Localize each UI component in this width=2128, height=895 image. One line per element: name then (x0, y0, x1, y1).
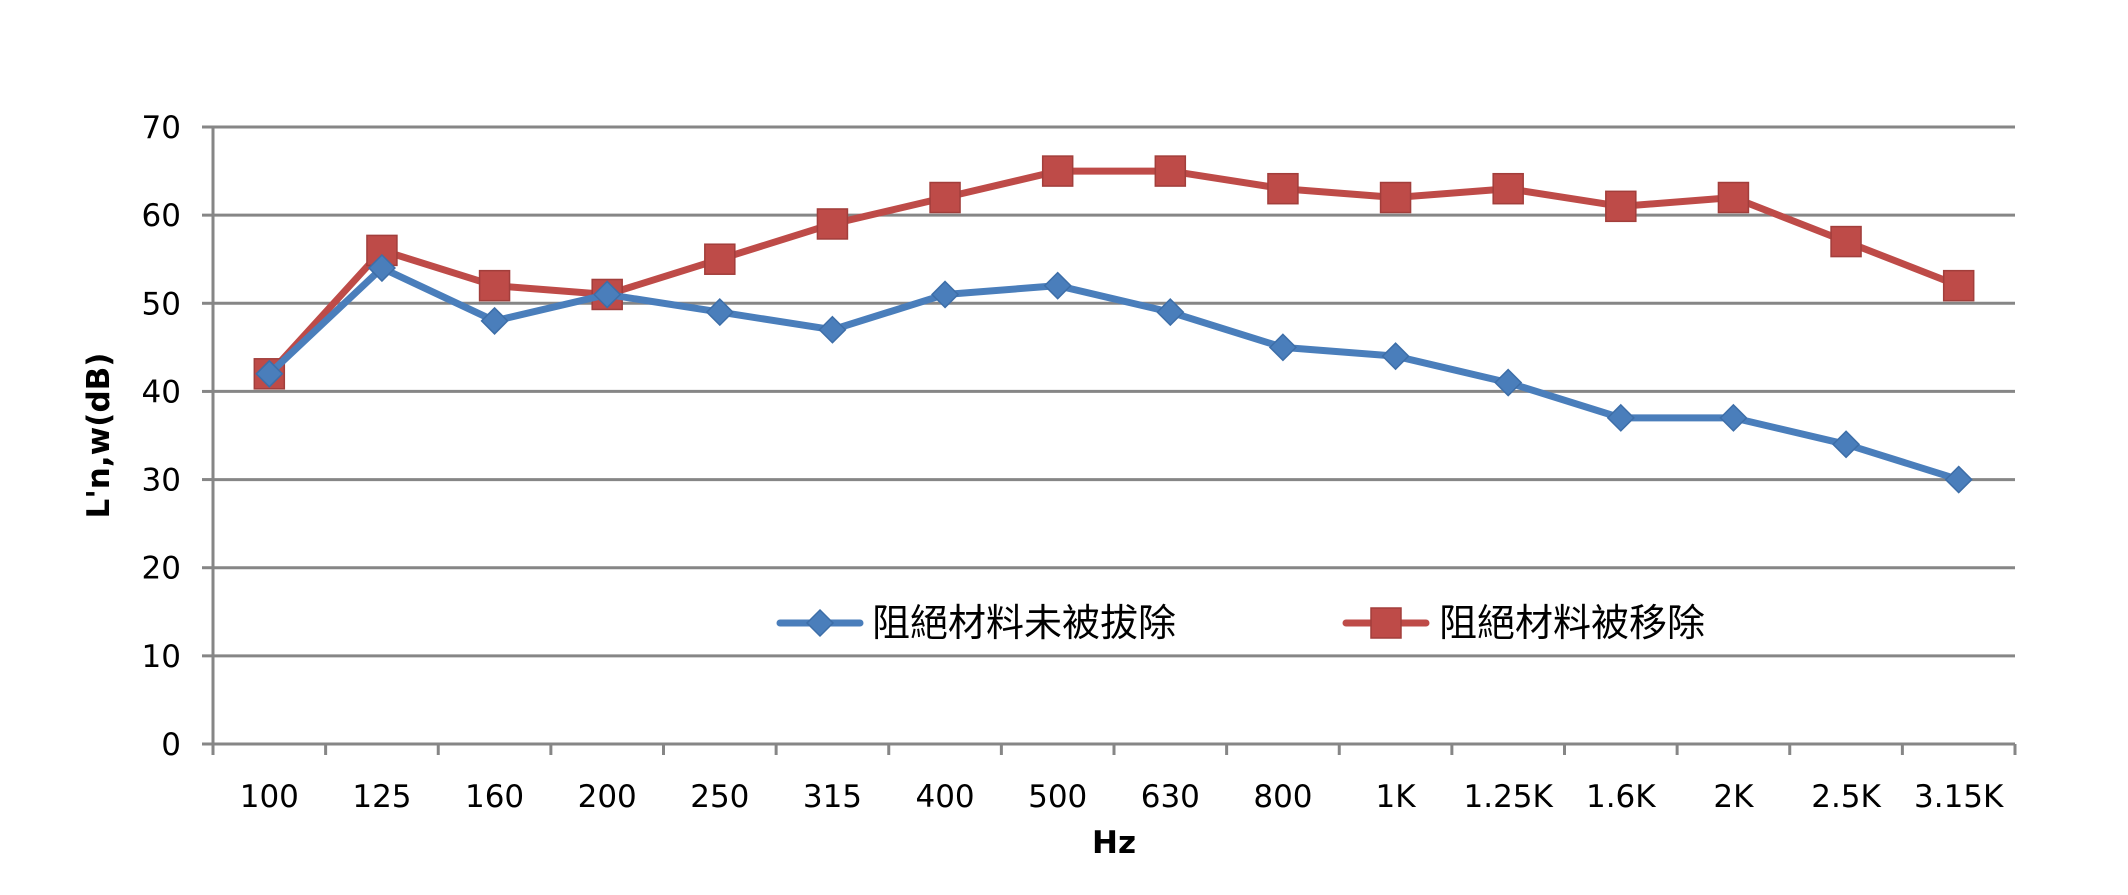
x-tick-label: 2.5K (1811, 779, 1881, 815)
series-1 (255, 253, 1973, 494)
y-tick-label: 20 (142, 551, 181, 587)
x-tick-label: 160 (465, 779, 524, 815)
legend-item: 阻絕材料被移除 (1342, 601, 1705, 645)
y-tick-label: 40 (142, 374, 181, 410)
x-tick-labels: 100 125 160 200 250 315 400 500 630 800 1K 1.25K 1.6… (240, 779, 2004, 815)
x-tick-label: 800 (1253, 779, 1312, 815)
data-point (1832, 430, 1861, 459)
data-point (818, 315, 847, 344)
series-lines (253, 155, 1975, 494)
data-point (705, 298, 734, 327)
series-line (265, 167, 1963, 378)
axes (202, 125, 2017, 755)
legend-item: 阻絕材料未被拔除 (776, 601, 1176, 645)
data-point (1379, 181, 1412, 214)
data-point (1156, 298, 1185, 327)
data-point (480, 306, 509, 335)
x-tick-label: 1.6K (1586, 779, 1656, 815)
data-point (1942, 269, 1975, 302)
x-axis-title: Hz (1092, 825, 1136, 861)
data-point (1492, 172, 1524, 205)
x-tick-label: 500 (1028, 779, 1087, 815)
x-tick-label: 125 (352, 779, 411, 815)
data-point (1267, 172, 1299, 205)
data-point (1606, 403, 1635, 432)
y-tick-label: 10 (142, 639, 181, 675)
y-axis-title: L'n,w(dB) (81, 353, 117, 519)
x-tick-label: 630 (1141, 779, 1200, 815)
x-tick-label: 400 (915, 779, 974, 815)
x-tick-label: 315 (803, 779, 862, 815)
y-tick-label: 30 (142, 463, 181, 499)
data-point (478, 269, 511, 302)
data-point (367, 253, 396, 283)
x-tick-label: 3.15K (1914, 779, 2004, 815)
data-point (1268, 333, 1297, 362)
legend-marker (1370, 607, 1402, 639)
data-point (704, 243, 736, 275)
data-point (929, 181, 961, 214)
y-tick-label: 70 (142, 110, 181, 146)
data-point (1605, 190, 1637, 223)
x-tick-label: 100 (240, 779, 299, 815)
legend: 阻絕材料未被拔除 阻絕材料被移除 (776, 601, 1705, 645)
data-point (816, 208, 849, 240)
data-point (1041, 155, 1074, 187)
legend-label: 阻絕材料未被拔除 (872, 601, 1176, 645)
data-point (1494, 368, 1523, 397)
y-tick-label: 0 (161, 727, 181, 763)
data-point (1381, 342, 1410, 371)
legend-marker (805, 608, 835, 638)
x-tick-label: 200 (578, 779, 637, 815)
data-point (1154, 155, 1187, 187)
x-tick-label: 2K (1713, 779, 1754, 815)
data-point (1944, 465, 1973, 494)
data-point (931, 280, 960, 309)
data-point (1830, 225, 1862, 258)
data-point (593, 280, 622, 309)
data-point (1717, 181, 1750, 214)
gridlines (213, 125, 2015, 658)
series-line (265, 264, 1963, 484)
y-tick-label: 60 (142, 198, 181, 234)
data-point (1043, 271, 1072, 300)
legend-label: 阻絕材料被移除 (1439, 601, 1705, 645)
data-point (255, 359, 284, 388)
x-tick-label: 250 (690, 779, 749, 815)
y-tick-label: 50 (142, 286, 181, 322)
data-point (1719, 403, 1748, 432)
x-tick-label: 1.25K (1464, 779, 1554, 815)
y-tick-labels: 0 10 20 30 40 50 60 70 (142, 110, 181, 763)
x-tick-label: 1K (1376, 779, 1417, 815)
series-2 (253, 155, 1975, 390)
